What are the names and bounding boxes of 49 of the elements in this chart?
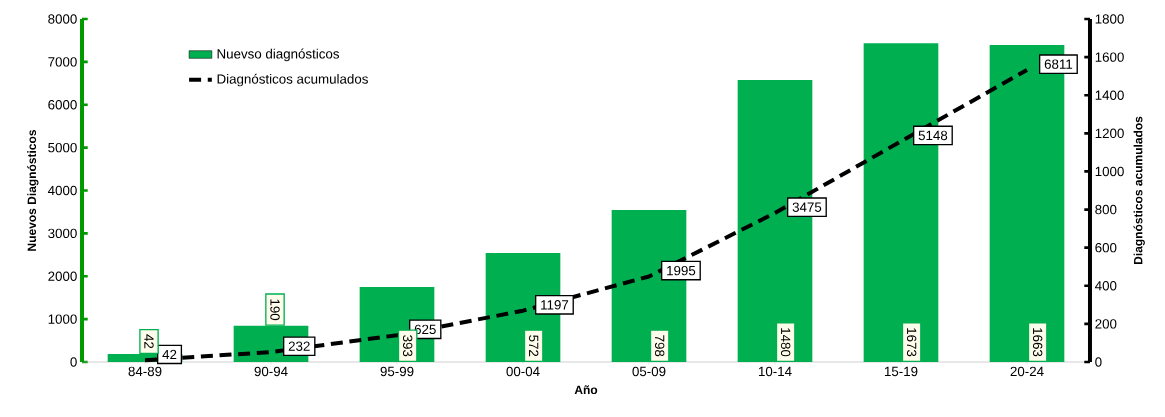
y2-tick-label: 1800 [1095,14,1124,24]
y2-tick-label: 1600 [1095,52,1124,62]
y-tick-label: 7000 [48,57,77,67]
data-label: 232 [288,341,310,351]
x-tick-label: 05-09 [632,366,666,377]
legend-label: Nuevso diagnósticos [217,48,340,62]
y-tick-label: 0 [70,357,77,367]
y2-tick-label: 1000 [1095,166,1124,177]
legend-label: Diagnósticos acumulados [217,73,368,87]
data-label: 3475 [792,202,822,212]
line-series [143,67,1029,363]
data-label: 798 [654,335,665,357]
y2-tick-label: 1400 [1095,90,1124,100]
y2-tick-label: 200 [1095,319,1117,329]
y-tick-label: 4000 [47,185,77,196]
data-label: 42 [144,334,154,349]
data-label: 625 [414,324,436,335]
y2-tick-label: 1200 [1095,128,1124,139]
x-tick-label: 84-89 [128,366,162,377]
x-tick-label: 20-24 [1010,366,1044,377]
data-label: 190 [270,299,280,321]
data-label: 1995 [667,265,696,276]
data-label: 393 [402,335,413,357]
y-tick-label: 8000 [48,14,77,24]
y-tick-label: 2000 [48,271,77,281]
data-label: 5148 [918,130,948,141]
data-label: 1197 [541,300,569,310]
x-tick-label: 00-04 [506,366,540,377]
x-tick-label: 95-99 [380,366,414,377]
y-tick-label: 5000 [48,142,77,153]
y2-tick-label: 400 [1095,281,1117,291]
data-label: 6811 [1044,59,1073,69]
data-label: 1673 [906,328,917,357]
y-tick-label: 3000 [48,228,77,239]
data-label: 42 [162,349,177,360]
y2-axis-title: Diagnósticos acumulados [1133,116,1145,265]
y-tick-label: 6000 [48,100,77,110]
x-tick-label: 90-94 [254,366,288,377]
x-tick-label: 10-14 [758,366,792,377]
data-label: 1480 [780,328,791,357]
data-label: 572 [528,335,539,357]
x-tick-label: 15-19 [884,366,918,377]
data-label: 1663 [1032,328,1043,357]
y2-tick-label: 600 [1095,242,1117,253]
y2-tick-label: 0 [1095,357,1102,367]
y-axis-title: Nuevos Diagnósticos [27,129,39,251]
y2-tick-label: 800 [1095,204,1117,215]
x-axis-title: Año [574,385,598,395]
y-tick-label: 1000 [48,314,77,324]
